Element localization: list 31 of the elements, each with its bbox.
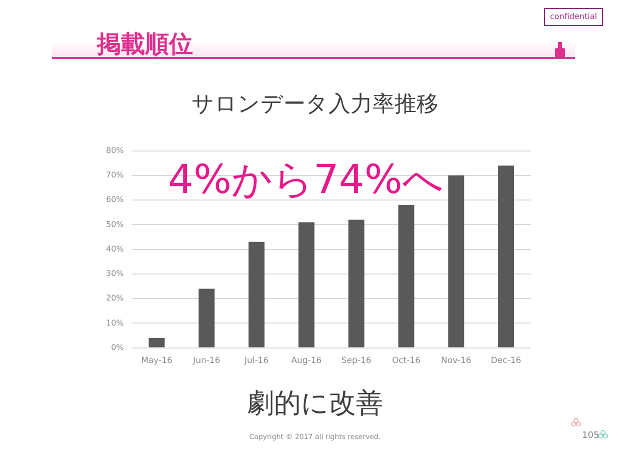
text: 掲載順位 bbox=[97, 30, 193, 58]
y-tick-label: 80% bbox=[106, 146, 124, 155]
bar bbox=[298, 222, 314, 348]
x-tick-label: Aug-16 bbox=[291, 356, 322, 366]
text: 劇的に改善 bbox=[246, 388, 384, 419]
y-tick-label: 50% bbox=[106, 220, 124, 229]
bar bbox=[398, 204, 414, 348]
y-tick-label: 60% bbox=[106, 195, 124, 204]
x-tick-label: May-16 bbox=[141, 356, 172, 366]
y-tick-label: 30% bbox=[106, 269, 124, 278]
x-tick-label: Oct-16 bbox=[392, 356, 421, 366]
y-tick-label: 0% bbox=[111, 342, 124, 352]
x-tick-label: Nov-16 bbox=[441, 356, 472, 366]
y-tick-label: 70% bbox=[106, 170, 124, 180]
y-tick-label: 40% bbox=[106, 244, 124, 254]
y-tick-label: 20% bbox=[106, 294, 124, 303]
bar bbox=[348, 220, 364, 348]
bar bbox=[198, 288, 215, 348]
text: 105 bbox=[582, 431, 600, 441]
annotation: 4%から74%へ bbox=[168, 157, 444, 203]
bar bbox=[148, 338, 165, 348]
y-tick-label: 10% bbox=[106, 318, 124, 328]
x-tick-label: Sep-16 bbox=[341, 356, 372, 366]
x-tick-label: Dec-16 bbox=[490, 356, 522, 366]
chart-title: サロンデータ入力率推移 bbox=[190, 92, 440, 117]
x-tick-label: Jul-16 bbox=[243, 356, 269, 366]
text: confidential bbox=[544, 8, 603, 26]
x-tick-label: Jun-16 bbox=[192, 356, 220, 366]
bar bbox=[498, 166, 514, 348]
bar bbox=[448, 175, 464, 348]
bar bbox=[248, 242, 265, 348]
